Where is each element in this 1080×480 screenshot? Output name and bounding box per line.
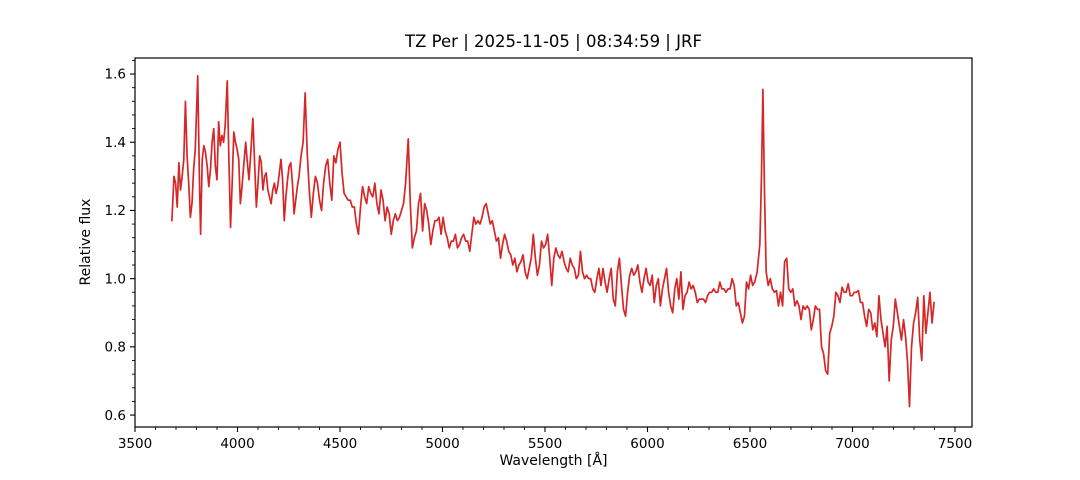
axes-spines (134, 57, 973, 428)
x-tick-label: 6500 (733, 436, 767, 452)
plot-title: TZ Per | 2025-11-05 | 08:34:59 | JRF (405, 32, 702, 51)
y-tick-label: 1.6 (105, 67, 126, 83)
y-axis-title-text: Relative flux (78, 198, 94, 286)
x-tick-label: 3500 (118, 436, 152, 452)
y-tick-label: 1.2 (105, 203, 126, 219)
x-axis-title: Wavelength [Å] (499, 453, 608, 469)
x-tick-label: 6000 (630, 436, 664, 452)
spectrum-line (171, 74, 935, 408)
x-tick-label: 4000 (220, 436, 254, 452)
x-tick-label: 5500 (528, 436, 562, 452)
x-tick-label: 7000 (835, 436, 869, 452)
x-tick-label: 4500 (323, 436, 357, 452)
y-tick-label: 1.0 (105, 271, 126, 287)
y-tick-label: 0.8 (105, 340, 126, 356)
y-tick-label: 1.4 (105, 135, 126, 151)
x-tick-label: 5000 (425, 436, 459, 452)
y-tick-label: 0.6 (105, 408, 126, 424)
x-tick-label: 7500 (938, 436, 972, 452)
